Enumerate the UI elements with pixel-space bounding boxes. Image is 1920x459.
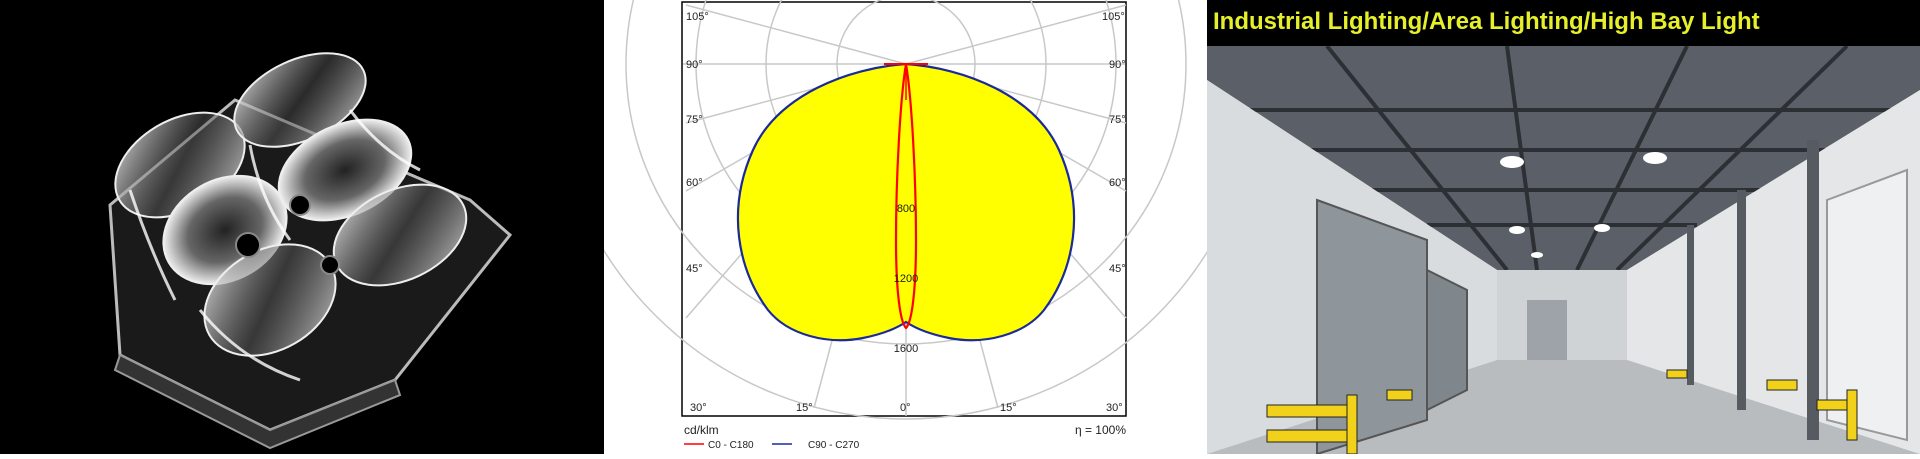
lens-photo-panel — [0, 0, 604, 454]
angle-label-60-right: 60° — [1109, 177, 1126, 189]
angle-label-90-right: 90° — [1109, 59, 1126, 71]
angle-label-60-left: 60° — [686, 177, 703, 189]
angle-label-75-right: 75° — [1109, 114, 1126, 126]
angle-label-105-right: 105° — [1102, 11, 1125, 23]
polar-diagram: 105° 105° 90° 90° 75° 75° 60° 60° 45° 45… — [550, 0, 1262, 451]
c90-distribution-curve — [736, 62, 1076, 342]
banner: Industrial Lighting/Area Lighting/High B… — [1207, 0, 1920, 46]
high-bay-warehouse-icon — [1207, 44, 1920, 454]
led-lens-array-icon — [108, 52, 513, 450]
angle-label-105-left: 105° — [686, 11, 709, 23]
angle-label-75-left: 75° — [686, 114, 703, 126]
angle-label-30-left: 30° — [690, 402, 707, 414]
warehouse-photo-panel: Industrial Lighting/Area Lighting/High B… — [1207, 0, 1920, 454]
polar-distribution-panel: 105° 105° 90° 90° 75° 75° 60° 60° 45° 45… — [550, 0, 1262, 454]
legend-c0-label: C0 - C180 — [708, 440, 754, 451]
unit-label: cd/klm — [684, 423, 719, 437]
angle-label-15-left: 15° — [796, 402, 813, 414]
legend-c90-label: C90 - C270 — [808, 440, 860, 451]
c0-distribution-curve — [894, 63, 918, 330]
angle-label-90-left: 90° — [686, 59, 703, 71]
angle-label-0: 0° — [900, 402, 911, 414]
angle-label-45-right: 45° — [1109, 263, 1126, 275]
banner-title: Industrial Lighting/Area Lighting/High B… — [1213, 8, 1760, 35]
angle-label-45-left: 45° — [686, 263, 703, 275]
angle-label-15-right: 15° — [1000, 402, 1017, 414]
radial-label-1200: 1200 — [894, 273, 918, 285]
efficiency-label: η = 100% — [1075, 423, 1126, 437]
radial-label-1600: 1600 — [894, 343, 918, 355]
radial-label-800: 800 — [897, 203, 915, 215]
angle-label-30-right: 30° — [1106, 402, 1123, 414]
